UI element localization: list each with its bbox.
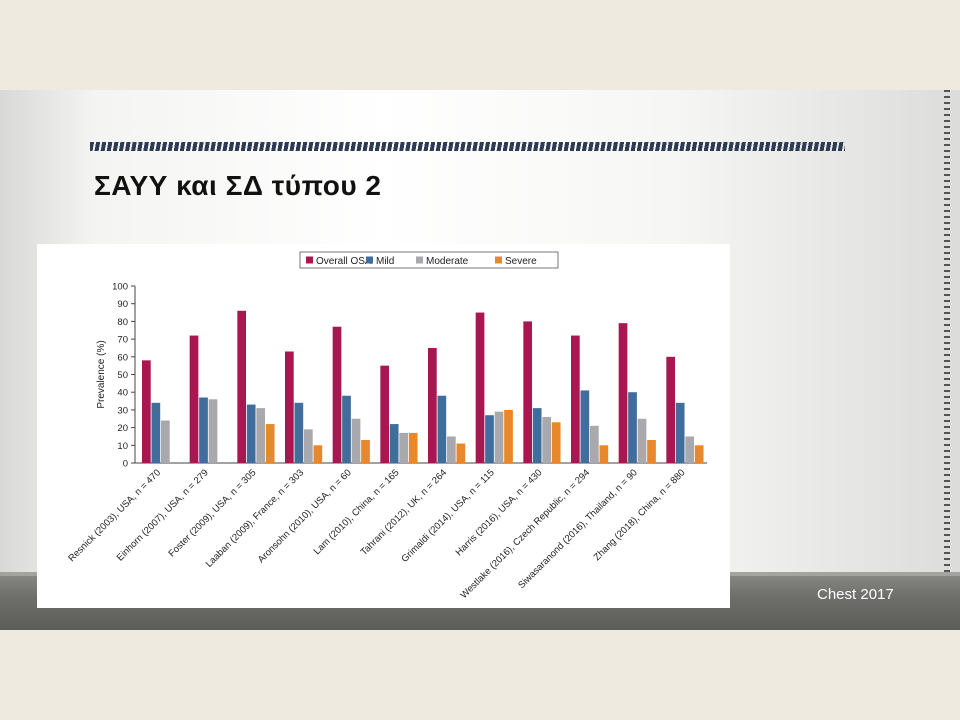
- bar-severe-6: [408, 432, 418, 463]
- bar-overall-3: [237, 310, 247, 463]
- bar-mild-11: [628, 392, 637, 463]
- bar-moderate-10: [590, 425, 599, 463]
- bar-severe-10: [599, 445, 609, 463]
- legend-swatch-mild: [366, 256, 373, 264]
- bar-mild-12: [675, 402, 685, 463]
- bar-moderate-6: [399, 432, 409, 463]
- bar-severe-5: [361, 439, 370, 463]
- bar-overall-8: [475, 312, 485, 463]
- chart-panel: 0 10 20 30 40 50 60 70 80 90 100 Prevalence (%) Resn…: [37, 244, 730, 608]
- x-tick-label: Tahrani (2012), UK, n = 264: [359, 467, 449, 557]
- bar-mild-10: [580, 390, 590, 463]
- bar-severe-3: [265, 424, 275, 463]
- bar-severe-9: [551, 422, 561, 463]
- bar-moderate-11: [637, 418, 647, 463]
- bar-overall-10: [571, 335, 580, 463]
- x-tick-label: Grimaldi (2014), USA, n = 115: [399, 467, 496, 564]
- bar-overall-7: [428, 347, 437, 463]
- legend-label-mild: Mild: [376, 256, 394, 267]
- bar-mild-1: [151, 402, 161, 463]
- y-tick-label: 50: [117, 370, 128, 381]
- bar-moderate-4: [304, 429, 313, 463]
- bar-overall-9: [523, 321, 533, 463]
- y-tick-label: 20: [117, 423, 128, 434]
- x-tick-label: Foster (2009), USA, n = 305: [166, 467, 258, 559]
- x-tick-label: Laaban (2009), France, n = 303: [204, 467, 306, 569]
- x-tick-label: Lam (2010), China, n = 165: [312, 467, 402, 557]
- decorative-dots: [944, 90, 950, 630]
- bar-moderate-3: [256, 408, 266, 463]
- bar-overall-12: [666, 356, 676, 463]
- y-tick-label: 40: [117, 388, 128, 399]
- x-tick-label: Resnick (2003), USA, n = 470: [66, 467, 163, 564]
- bar-severe-4: [313, 445, 323, 463]
- x-tick-label: Einhorn (2007), USA, n = 279: [115, 467, 211, 563]
- bar-mild-9: [532, 408, 542, 463]
- legend-swatch-moderate: [416, 256, 423, 264]
- y-axis-label: Prevalence (%): [96, 340, 107, 408]
- legend-label-overall: Overall OSA: [316, 256, 372, 267]
- y-tick-label: 80: [117, 317, 128, 328]
- bar-severe-12: [694, 445, 704, 463]
- bar-moderate-5: [351, 418, 361, 463]
- bar-overall-6: [380, 365, 390, 463]
- bar-chart: 0 10 20 30 40 50 60 70 80 90 100 Prevalence (%) Resn…: [66, 251, 707, 601]
- y-tick-label: 30: [117, 405, 128, 416]
- bar-moderate-12: [685, 436, 695, 463]
- bar-overall-2: [189, 335, 199, 463]
- bar-overall-4: [285, 351, 294, 463]
- source-caption: Chest 2017: [817, 586, 894, 603]
- bar-mild-2: [199, 397, 208, 463]
- bar-moderate-9: [542, 416, 552, 463]
- bar-mild-7: [437, 395, 447, 463]
- y-tick-label: 100: [112, 282, 128, 293]
- slide-title: ΣΑΥΥ και ΣΔ τύπου 2: [94, 170, 382, 201]
- x-tick-label: Zhang (2018), China, n = 880: [592, 467, 688, 563]
- y-tick-label: 10: [117, 441, 128, 452]
- bar-moderate-8: [494, 411, 504, 463]
- y-tick-label: 0: [123, 459, 128, 470]
- bar-overall-11: [618, 323, 628, 463]
- slide: ΣΑΥΥ και ΣΔ τύπου 2 0 10 20 30 40 50 60 70 80 90 1…: [0, 90, 960, 630]
- bar-moderate-7: [447, 436, 456, 463]
- x-tick-label: Aronsohn (2010), USA, n = 60: [256, 467, 354, 565]
- bar-severe-11: [647, 439, 656, 463]
- bar-overall-1: [142, 360, 151, 463]
- legend-swatch-overall: [306, 256, 313, 264]
- legend-label-severe: Severe: [505, 256, 537, 267]
- bar-overall-5: [332, 326, 342, 463]
- legend-swatch-severe: [495, 256, 502, 264]
- bar-severe-7: [456, 443, 466, 463]
- y-tick-label: 90: [117, 299, 128, 310]
- bar-mild-3: [246, 404, 256, 463]
- legend-box: [299, 251, 559, 269]
- y-tick-label: 60: [117, 352, 128, 363]
- y-tick-label: 70: [117, 335, 128, 346]
- bar-mild-6: [389, 424, 399, 463]
- bar-severe-8: [504, 409, 513, 463]
- decorative-stripe: [90, 142, 845, 151]
- x-tick-label: Harris (2016), USA, n = 430: [454, 467, 545, 558]
- bar-mild-5: [342, 395, 351, 463]
- bar-mild-4: [294, 402, 304, 463]
- bar-mild-8: [485, 415, 494, 463]
- bar-moderate-2: [208, 399, 218, 463]
- legend-label-moderate: Moderate: [426, 256, 469, 267]
- bar-moderate-1: [161, 420, 170, 463]
